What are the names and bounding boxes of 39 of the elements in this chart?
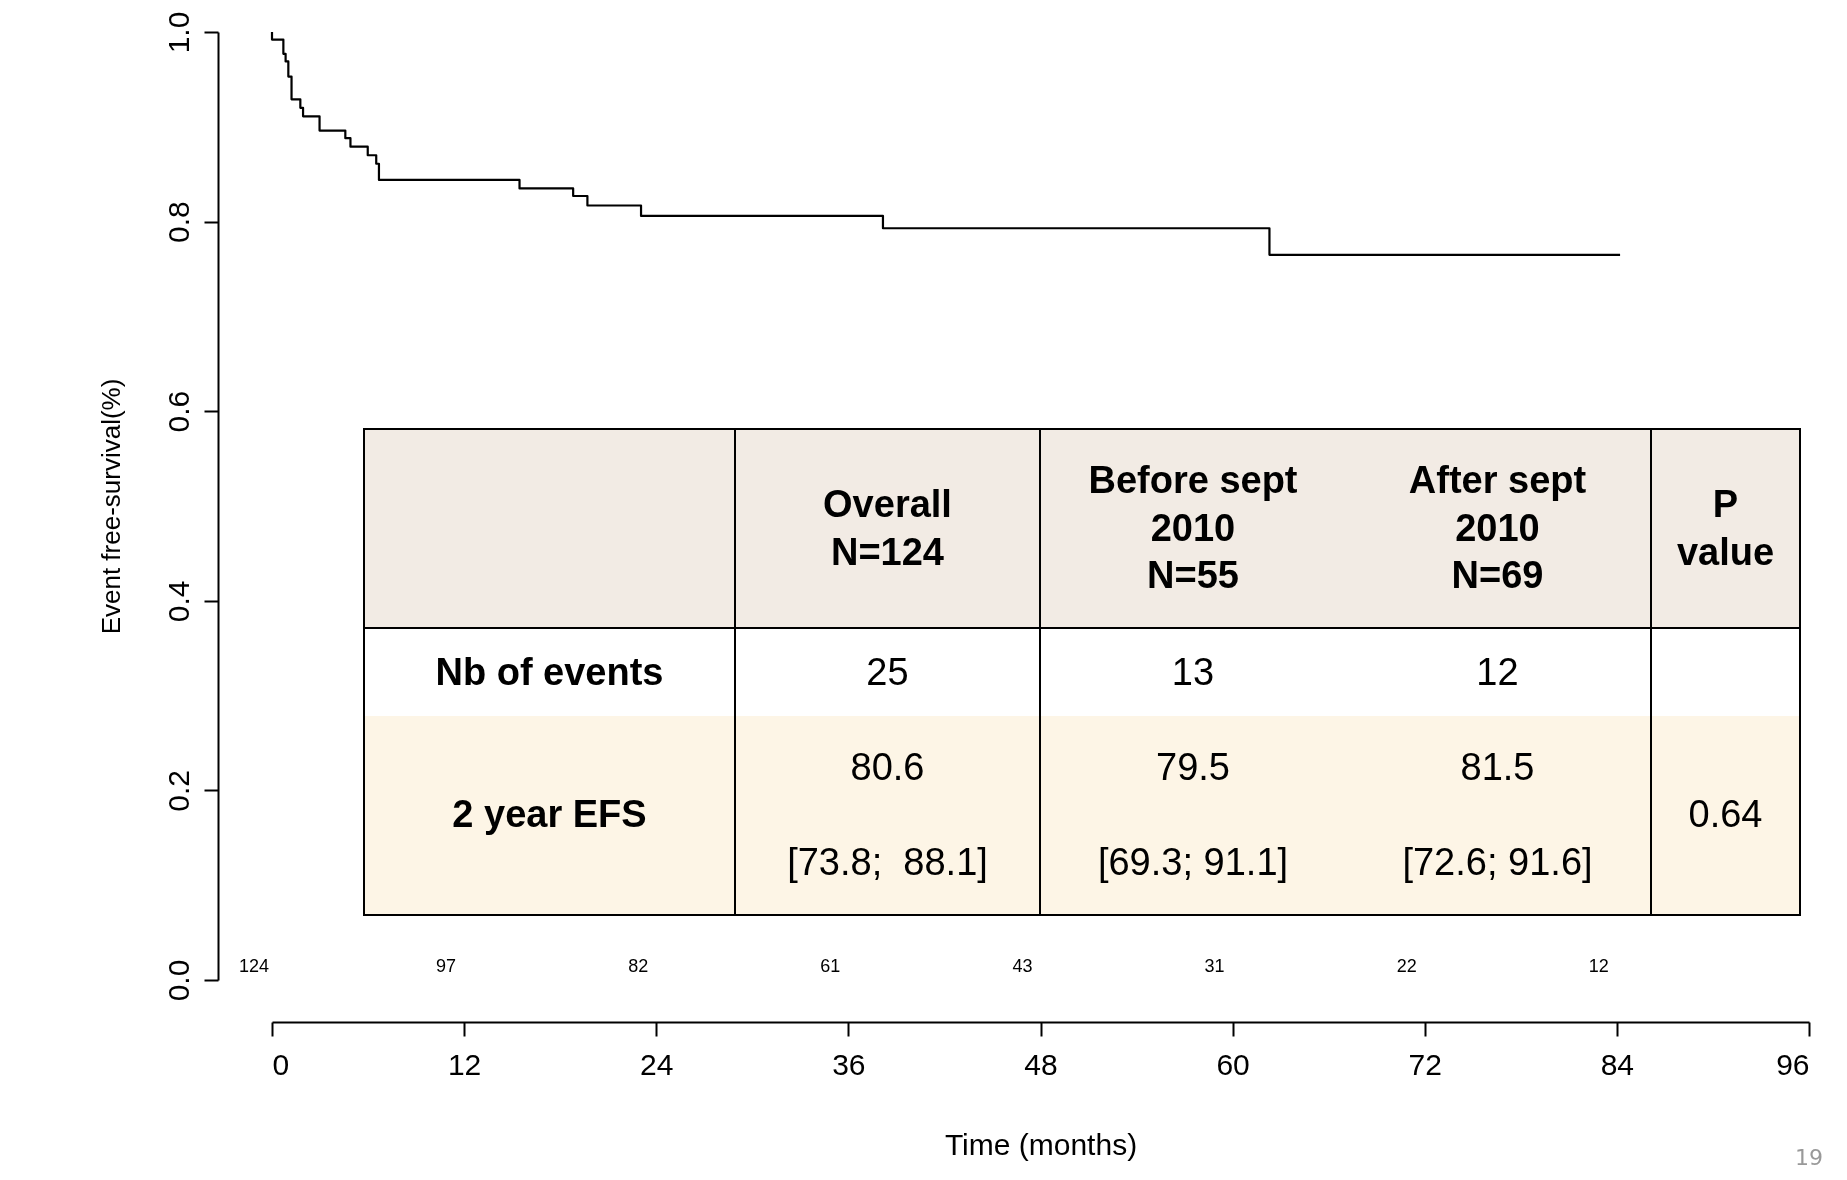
annotation: 25 — [735, 628, 1040, 716]
annotation: 43 — [1012, 956, 1033, 976]
y-axis-title: Event free-survival(%) — [95, 378, 126, 635]
annotation: 2 year EFS — [364, 716, 735, 915]
annotation: After sept 2010 N=69 — [1345, 429, 1651, 628]
annotation: 12 — [1345, 628, 1651, 716]
x-tick-label: 96 — [1776, 1047, 1810, 1081]
text: 79.5 [69.3; 91.1] — [1097, 745, 1289, 883]
text: 81.5 [72.6; 91.6] — [1402, 745, 1593, 883]
x-tick-label: 0 — [272, 1047, 290, 1081]
annotation: 22 — [1396, 956, 1417, 976]
y-tick-label: 1.0 — [161, 11, 195, 54]
annotation: 31 — [1204, 956, 1225, 976]
x-axis-title: Time (months) — [944, 1127, 1138, 1161]
text: 80.6 [73.8; 88.1] — [787, 745, 988, 883]
annotation: 61 — [820, 956, 841, 976]
annotation: 13 — [1170, 649, 1216, 695]
y-tick-label: 0.8 — [161, 201, 195, 243]
y-tick-label: 0.6 — [161, 390, 195, 433]
annotation: 0.64 — [1651, 716, 1800, 915]
annotation: Before sept 2010 N=55 — [1040, 429, 1345, 628]
x-tick-label: 36 — [832, 1047, 866, 1081]
x-tick-label: 84 — [1600, 1047, 1635, 1081]
x-tick-label: 24 — [640, 1047, 674, 1081]
annotation: 12 — [1588, 956, 1609, 976]
annotation: Nb of events — [364, 628, 735, 716]
annotation: Overall N=124 — [735, 429, 1040, 628]
text: 19 — [1795, 1145, 1823, 1170]
x-tick-label: 60 — [1216, 1047, 1250, 1081]
x-tick-label: 48 — [1024, 1047, 1058, 1081]
annotation: 97 — [436, 956, 457, 976]
y-tick-label: 0.4 — [161, 580, 195, 623]
x-tick-label: 12 — [447, 1047, 482, 1081]
y-tick-label: 0.2 — [161, 770, 195, 812]
y-tick-label: 0.0 — [161, 959, 195, 1002]
x-tick-label: 72 — [1408, 1047, 1442, 1081]
annotation: 82 — [628, 956, 649, 976]
annotation: P value — [1651, 429, 1800, 628]
text: 124 — [238, 956, 270, 976]
